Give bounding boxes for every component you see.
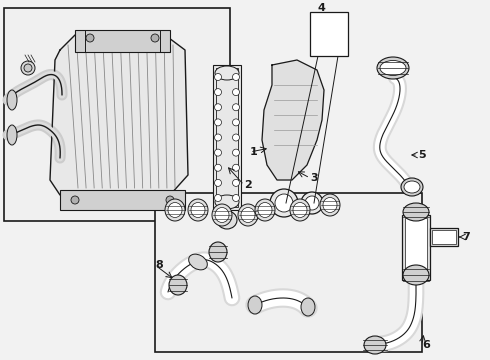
Ellipse shape (404, 181, 420, 193)
Ellipse shape (320, 194, 340, 216)
Ellipse shape (403, 203, 429, 221)
Text: 1: 1 (250, 147, 258, 157)
Ellipse shape (215, 207, 229, 222)
Circle shape (86, 34, 94, 42)
Bar (155, 193, 422, 352)
Bar (213, 65, 241, 210)
Ellipse shape (293, 202, 307, 217)
Circle shape (215, 73, 221, 81)
Circle shape (166, 196, 174, 204)
Bar (310, 12, 348, 56)
Ellipse shape (401, 178, 423, 196)
Text: 8: 8 (155, 260, 163, 270)
Ellipse shape (7, 90, 17, 110)
Circle shape (232, 73, 240, 81)
Ellipse shape (191, 202, 205, 217)
Ellipse shape (305, 196, 319, 210)
Circle shape (232, 104, 240, 111)
Polygon shape (50, 35, 188, 195)
Circle shape (232, 119, 240, 126)
Ellipse shape (301, 192, 323, 214)
Ellipse shape (301, 298, 315, 316)
Ellipse shape (275, 194, 293, 212)
Circle shape (215, 119, 221, 126)
Circle shape (71, 196, 79, 204)
Bar (60, 190, 185, 210)
Ellipse shape (188, 199, 208, 221)
Ellipse shape (380, 60, 406, 76)
Ellipse shape (169, 275, 187, 295)
Text: 5: 5 (418, 150, 426, 160)
Ellipse shape (7, 125, 17, 145)
Ellipse shape (241, 207, 255, 222)
Ellipse shape (270, 189, 298, 217)
Ellipse shape (212, 204, 232, 226)
Circle shape (215, 194, 221, 202)
Ellipse shape (24, 64, 32, 72)
Ellipse shape (21, 61, 35, 75)
Circle shape (232, 134, 240, 141)
Bar (432, 230, 456, 244)
Ellipse shape (238, 204, 258, 226)
Ellipse shape (364, 336, 386, 354)
Ellipse shape (323, 198, 337, 212)
Bar (405, 218, 427, 277)
Circle shape (215, 134, 221, 141)
Bar (75, 30, 170, 52)
Ellipse shape (165, 199, 185, 221)
Text: 7: 7 (462, 232, 470, 242)
Ellipse shape (290, 199, 310, 221)
Ellipse shape (209, 242, 227, 262)
Circle shape (215, 104, 221, 111)
Circle shape (232, 149, 240, 156)
Circle shape (232, 164, 240, 171)
Ellipse shape (189, 254, 207, 270)
Text: 4: 4 (318, 3, 326, 13)
Circle shape (232, 179, 240, 186)
Circle shape (215, 179, 221, 186)
Bar (4, 8, 230, 221)
Ellipse shape (217, 211, 237, 229)
Ellipse shape (215, 195, 239, 209)
Polygon shape (262, 60, 324, 180)
Circle shape (232, 194, 240, 202)
Bar (216, 68, 238, 207)
Circle shape (151, 34, 159, 42)
Ellipse shape (403, 265, 429, 285)
Circle shape (215, 164, 221, 171)
Ellipse shape (215, 66, 239, 80)
Ellipse shape (255, 199, 275, 221)
Circle shape (232, 89, 240, 96)
Ellipse shape (258, 202, 272, 217)
Ellipse shape (248, 296, 262, 314)
Text: 6: 6 (422, 340, 430, 350)
Ellipse shape (168, 202, 182, 217)
Text: 3: 3 (310, 173, 318, 183)
Ellipse shape (377, 57, 409, 79)
Circle shape (215, 149, 221, 156)
Circle shape (215, 89, 221, 96)
Bar (430, 228, 458, 246)
Text: 2: 2 (244, 180, 252, 190)
Bar (402, 215, 430, 280)
